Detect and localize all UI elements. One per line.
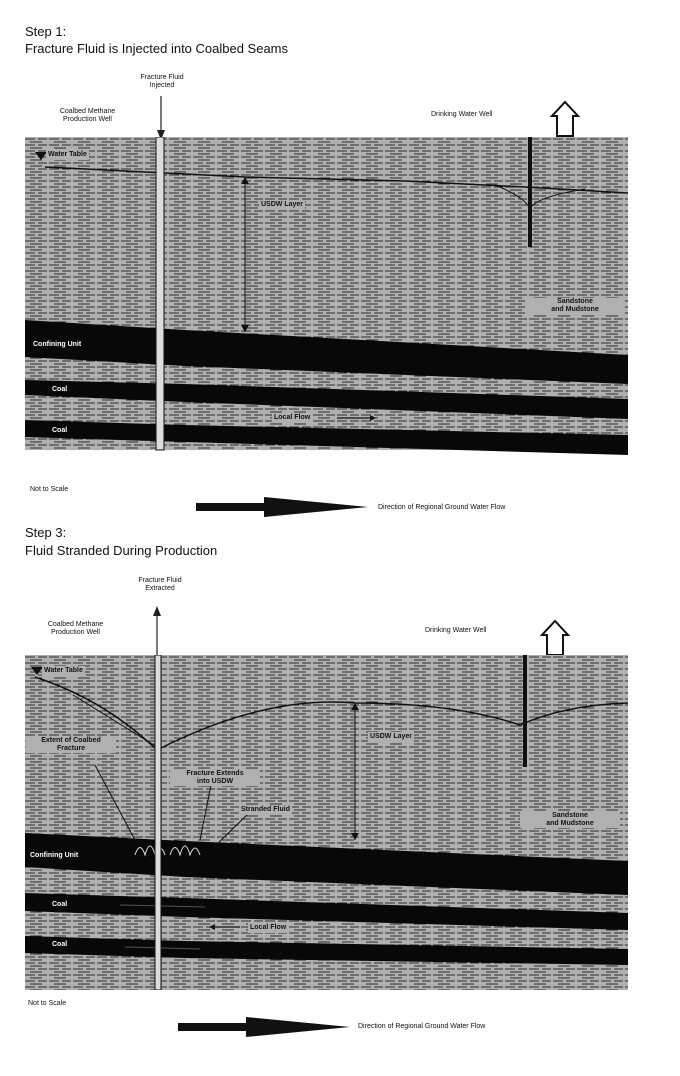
step1-not-to-scale: Not to Scale — [30, 486, 69, 493]
step1-confining-unit-label: Confining Unit — [33, 341, 82, 348]
step1-regional-flow-arrow-icon — [196, 497, 368, 517]
step1-heading: Step 1: — [25, 24, 67, 39]
coal-fractures — [119, 904, 206, 950]
step3-stranded-fluid-label: Stranded Fluid — [239, 805, 292, 815]
step1-usdw-layer-label: USDW Layer — [259, 200, 306, 210]
step3-fracture-extends-label: Fracture Extends into USDW — [170, 770, 260, 786]
step3-title: Fluid Stranded During Production — [25, 543, 218, 558]
step3-local-flow-label: Local Flow — [248, 923, 289, 933]
step3-cbm-well-label: Coalbed Methane Production Well — [47, 621, 104, 636]
drinking-water-well — [523, 655, 527, 767]
coal-lower-layer — [25, 936, 628, 965]
confining-unit-layer — [25, 833, 628, 895]
cbm-well — [154, 655, 162, 990]
coal-upper-layer — [25, 893, 628, 930]
fracture-extent-pointer — [72, 694, 158, 748]
step3-fluid-label: Fracture Fluid Extracted — [138, 577, 182, 592]
water-table-line — [44, 166, 628, 194]
step1-local-flow-label: Local Flow — [272, 413, 313, 423]
step3-not-to-scale: Not to Scale — [28, 1000, 67, 1007]
step3-confining-unit-label: Confining Unit — [30, 852, 79, 859]
house-icon — [550, 100, 580, 137]
step3-coal-upper-label: Coal — [52, 901, 68, 908]
injection-arrow-icon — [157, 96, 165, 140]
step1-coal-upper-label: Coal — [52, 386, 68, 393]
step3-heading: Step 3: — [25, 525, 67, 540]
step1-title: Fracture Fluid is Injected into Coalbed … — [25, 41, 289, 56]
step3-water-table-label: Water Table — [42, 666, 85, 676]
house-icon — [540, 619, 570, 656]
step1-sandstone-label: Sandstone and Mudstone — [525, 298, 625, 314]
step3-regional-flow-arrow-icon — [178, 1017, 350, 1037]
drinking-water-well — [528, 137, 532, 247]
water-table-marker-icon — [31, 667, 43, 675]
step1-cross-section — [25, 137, 628, 481]
step3-extent-label: Extent of Coalbed Fracture — [26, 737, 116, 753]
confining-unit-layer — [25, 320, 628, 384]
step1-coal-lower-label: Coal — [52, 427, 68, 434]
step1-cbm-well-label: Coalbed Methane Production Well — [59, 108, 116, 123]
extraction-arrow-icon — [153, 606, 161, 656]
cbm-well — [155, 137, 165, 451]
step1-geology-svg — [25, 137, 628, 455]
water-table-marker-icon — [35, 152, 47, 160]
step3-drinking-well-label: Drinking Water Well — [425, 627, 487, 634]
step3-sandstone-label: Sandstone and Mudstone — [520, 812, 620, 828]
step1-drinking-well-label: Drinking Water Well — [431, 111, 493, 118]
coal-upper-layer — [25, 380, 628, 419]
water-table-line — [34, 676, 628, 751]
step3-regional-flow-label: Direction of Regional Ground Water Flow — [358, 1023, 486, 1030]
step1-fluid-label: Fracture Fluid Injected — [140, 74, 184, 89]
coal-lower-layer — [25, 420, 628, 455]
step3-usdw-layer-label: USDW Layer — [368, 732, 415, 742]
step3-coal-lower-label: Coal — [52, 941, 68, 948]
step1-regional-flow-label: Direction of Regional Ground Water Flow — [378, 504, 506, 511]
step1-water-table-label: Water Table — [46, 150, 89, 160]
